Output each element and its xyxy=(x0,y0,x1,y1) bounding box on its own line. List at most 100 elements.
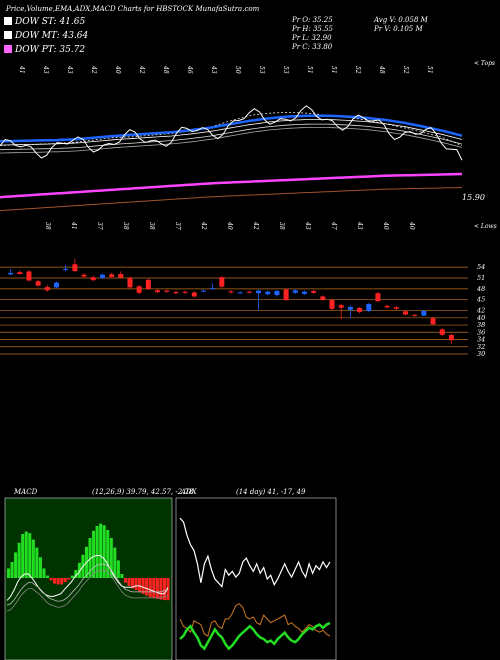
top-peak-label: 43 xyxy=(42,65,49,74)
macd-histogram-bar xyxy=(120,574,124,578)
top-peak-label: 48 xyxy=(378,65,385,74)
low-dip-label: 38 xyxy=(278,222,285,230)
macd-histogram-bar xyxy=(63,578,67,582)
low-dip-label: 40 xyxy=(408,221,415,230)
top-peak-label: 51 xyxy=(330,66,337,74)
candle-body xyxy=(384,305,390,308)
top-peak-label: 48 xyxy=(162,65,169,74)
candle-body xyxy=(256,290,262,294)
top-peak-label: 51 xyxy=(306,66,313,74)
candle-body xyxy=(54,282,60,288)
low-dip-label: 47 xyxy=(330,221,337,230)
macd-histogram-bar xyxy=(21,534,25,578)
top-peak-label: 50 xyxy=(234,66,241,74)
macd-histogram-bar xyxy=(159,578,163,600)
price-tick-label: 38 xyxy=(477,321,485,329)
candle-body xyxy=(136,286,142,293)
candle-body xyxy=(265,291,271,295)
macd-histogram-bar xyxy=(131,578,135,589)
macd-histogram-bar xyxy=(38,557,42,578)
macd-histogram-bar xyxy=(70,575,74,578)
price-tick-label: 48 xyxy=(476,285,485,293)
ema-dashed-line xyxy=(0,112,463,147)
macd-histogram-bar xyxy=(42,568,46,578)
macd-histogram-bar xyxy=(31,539,35,578)
macd-params: (12,26,9) 39.79, 42.57, -2.78 xyxy=(92,488,194,496)
macd-signal-line-2 xyxy=(6,569,169,612)
top-peak-label: 52 xyxy=(402,66,409,74)
macd-histogram-bar xyxy=(141,578,145,594)
macd-histogram-bar xyxy=(106,530,110,578)
low-dip-label: 37 xyxy=(96,222,103,230)
macd-histogram-bar xyxy=(60,578,64,585)
macd-histogram-bar xyxy=(95,526,99,578)
macd-histogram-bar xyxy=(152,578,156,598)
low-dip-label: 37 xyxy=(174,222,181,230)
macd-histogram-bar xyxy=(134,578,138,590)
macd-signal-line xyxy=(6,563,169,606)
low-dip-label: 38 xyxy=(122,222,129,230)
macd-histogram-bar xyxy=(49,578,53,581)
candle-body xyxy=(127,277,133,288)
legend-swatch-st xyxy=(4,17,12,25)
macd-histogram-bar xyxy=(7,568,11,578)
legend-label-pt: DOW PT: 35.72 xyxy=(15,45,86,55)
candle-body xyxy=(210,288,216,290)
macd-histogram-bar xyxy=(53,578,57,584)
top-peak-label: 40 xyxy=(114,65,121,74)
low-dip-label: 43 xyxy=(356,221,363,230)
macd-line xyxy=(6,555,169,601)
macd-histogram-bar xyxy=(109,538,113,578)
candle-body xyxy=(118,273,124,278)
candle-body xyxy=(17,272,23,274)
candle-body xyxy=(338,305,344,308)
legend-swatch-mt xyxy=(4,31,12,39)
candle-body xyxy=(237,292,243,294)
macd-histogram-bar xyxy=(138,578,142,593)
macd-histogram-bar xyxy=(162,578,166,600)
low-dip-label: 40 xyxy=(226,221,233,230)
stat-pr-volume: Pr V: 0.105 M xyxy=(374,25,423,33)
top-peak-label: 53 xyxy=(282,66,289,74)
price-tick-label: 36 xyxy=(477,328,485,336)
candle-body xyxy=(412,314,418,316)
tops-label: < Tops xyxy=(474,60,496,67)
candle-body xyxy=(274,291,280,295)
price-tick-label: 30 xyxy=(477,350,485,358)
candle-body xyxy=(357,308,363,313)
top-peak-label: 41 xyxy=(18,65,25,74)
macd-histogram-bar xyxy=(74,570,78,578)
macd-histogram-bar xyxy=(67,578,71,580)
adx-params: (14 day) 41, -17, 49 xyxy=(236,488,306,496)
candle-body xyxy=(347,306,353,310)
candle-body xyxy=(90,277,96,281)
low-dip-label: 42 xyxy=(252,221,259,230)
candle-body xyxy=(329,300,335,309)
candle-body xyxy=(311,291,317,293)
macd-histogram-bar xyxy=(127,578,131,586)
legend-label-mt: DOW MT: 43.64 xyxy=(15,31,89,41)
low-dip-label: 43 xyxy=(304,221,311,230)
legend-dow-pt: DOW PT: 35.72 xyxy=(4,45,85,55)
price-tick-label: 54 xyxy=(477,263,485,271)
candle-body xyxy=(366,304,372,311)
ema-pink-line xyxy=(0,172,463,199)
top-peak-label: 51 xyxy=(426,66,433,74)
top-peak-label: 53 xyxy=(258,66,265,74)
price-tick-label: 45 xyxy=(476,296,485,304)
low-dip-label: 41 xyxy=(70,221,77,230)
stat-low: Pr L: 32.90 xyxy=(292,34,332,42)
candle-body xyxy=(72,264,78,272)
candle-body xyxy=(145,279,151,289)
candle-body xyxy=(155,290,161,293)
adx-line xyxy=(179,603,331,637)
macd-histogram-bar xyxy=(113,547,117,578)
candle-body xyxy=(219,277,225,287)
candle-body xyxy=(320,296,326,300)
candle-body xyxy=(283,289,289,301)
candle-body xyxy=(109,274,115,277)
stat-avg-volume: Avg V: 0.058 M xyxy=(374,16,428,24)
candle-body xyxy=(173,292,179,294)
price-tick-label: 42 xyxy=(476,307,485,315)
